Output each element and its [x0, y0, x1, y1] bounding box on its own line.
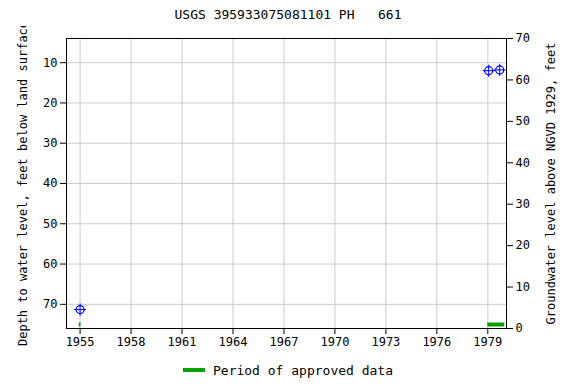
svg-text:60: 60 [516, 73, 530, 87]
svg-text:1964: 1964 [219, 335, 248, 349]
svg-text:1979: 1979 [473, 335, 502, 349]
svg-text:1970: 1970 [320, 335, 349, 349]
svg-text:70: 70 [43, 297, 57, 311]
html-text:Period of approved data: Period of approved data [213, 362, 393, 378]
svg-text:1967: 1967 [269, 335, 298, 349]
svg-text:70: 70 [516, 31, 530, 45]
svg-text:1955: 1955 [66, 335, 95, 349]
svg-text:10: 10 [516, 280, 530, 294]
svg-text:1973: 1973 [371, 335, 400, 349]
svg-text:Depth to water level, feet bel: Depth to water level, feet below land su… [16, 26, 30, 346]
svg-text:1958: 1958 [117, 335, 146, 349]
svg-text:40: 40 [43, 176, 57, 190]
svg-text:60: 60 [43, 257, 57, 271]
svg-text:50: 50 [516, 114, 530, 128]
svg-text:40: 40 [516, 156, 530, 170]
svg-text:1976: 1976 [422, 335, 451, 349]
svg-text:20: 20 [43, 96, 57, 110]
svg-text:10: 10 [43, 56, 57, 70]
svg-text:Groundwater level above NGVD 1: Groundwater level above NGVD 1929, feet [544, 43, 558, 325]
svg-text:20: 20 [516, 238, 530, 252]
svg-text:30: 30 [516, 197, 530, 211]
svg-text:30: 30 [43, 136, 57, 150]
html-text:USGS 395933075081101 PH 661: USGS 395933075081101 PH 661 [174, 7, 402, 22]
svg-text:1961: 1961 [168, 335, 197, 349]
svg-text:50: 50 [43, 217, 57, 231]
svg-text:0: 0 [516, 321, 523, 335]
